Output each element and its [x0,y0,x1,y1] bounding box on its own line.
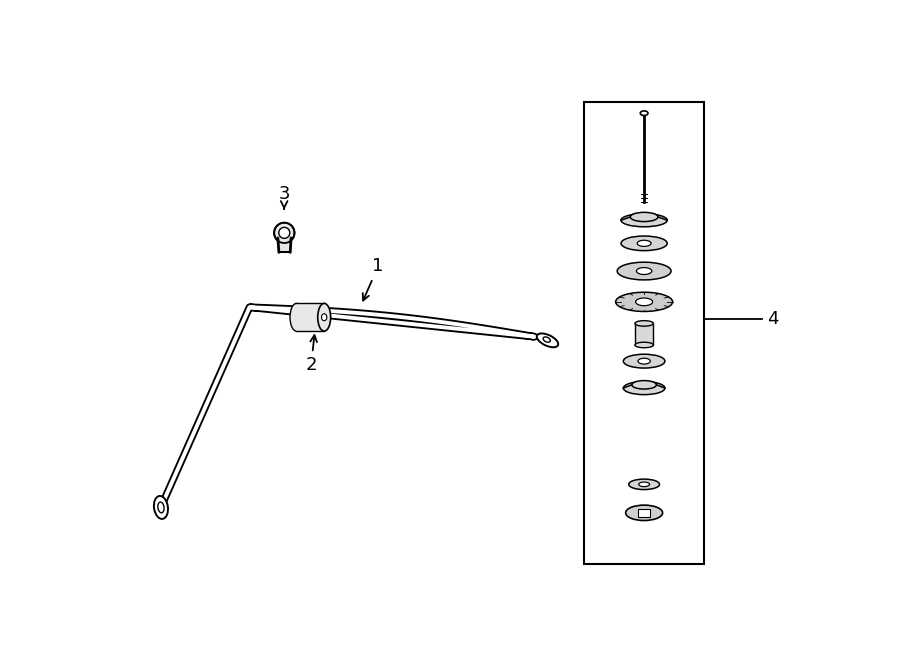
Ellipse shape [536,333,558,347]
Ellipse shape [274,223,294,243]
Ellipse shape [634,342,653,348]
Bar [296,303,324,331]
Text: 2: 2 [305,335,317,374]
Bar [638,509,651,517]
Ellipse shape [639,482,650,486]
Bar [634,323,653,345]
Bar [278,238,290,253]
Ellipse shape [630,212,658,221]
Ellipse shape [616,292,672,311]
Ellipse shape [624,354,665,368]
Ellipse shape [543,337,550,342]
Ellipse shape [634,321,653,326]
Ellipse shape [158,502,164,513]
Ellipse shape [640,111,648,116]
Ellipse shape [321,314,327,321]
Ellipse shape [632,381,656,389]
Ellipse shape [624,381,665,395]
Ellipse shape [617,262,671,280]
Ellipse shape [626,505,662,520]
Bar [584,102,704,564]
Text: 3: 3 [278,185,290,209]
Ellipse shape [621,214,667,227]
Ellipse shape [637,240,651,247]
Ellipse shape [318,303,330,331]
Ellipse shape [629,479,660,490]
Ellipse shape [154,496,168,519]
Text: 1: 1 [363,257,383,301]
Ellipse shape [279,227,290,239]
Ellipse shape [638,358,651,364]
Text: 4: 4 [767,310,778,328]
Ellipse shape [635,298,652,305]
Ellipse shape [621,236,667,251]
Ellipse shape [290,303,303,331]
Ellipse shape [636,268,652,274]
